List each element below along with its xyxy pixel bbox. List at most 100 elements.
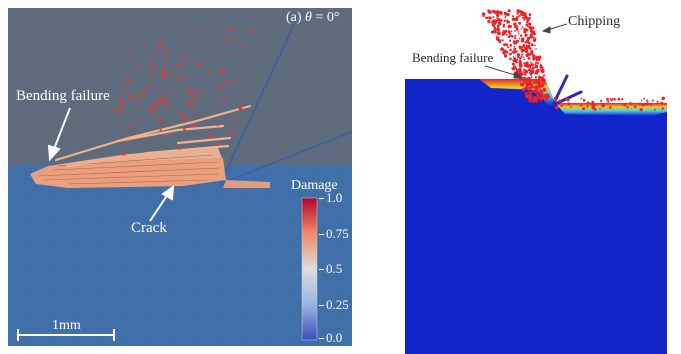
particle: [534, 56, 538, 60]
particle: [545, 97, 547, 100]
particle: [165, 49, 169, 52]
particle: [537, 80, 540, 83]
particle: [118, 98, 122, 103]
particle: [128, 80, 131, 84]
particle: [498, 22, 502, 26]
particle: [524, 69, 529, 74]
particle: [523, 62, 526, 65]
particle: [623, 103, 627, 107]
particle: [555, 106, 559, 110]
particle: [522, 82, 525, 85]
particle: [640, 99, 643, 102]
particle: [502, 25, 505, 28]
particle: [162, 75, 166, 79]
particle: [520, 39, 524, 43]
particle: [512, 15, 515, 18]
particle: [504, 13, 507, 16]
particle: [527, 82, 531, 86]
particle: [528, 13, 532, 16]
particle: [601, 104, 605, 108]
particle: [223, 36, 227, 40]
particle: [497, 18, 501, 22]
particle: [506, 12, 510, 17]
particle: [553, 96, 557, 100]
particle: [185, 75, 188, 78]
particle: [493, 19, 497, 23]
particle: [492, 19, 495, 22]
particle: [540, 84, 544, 88]
particle: [534, 80, 538, 84]
particle: [149, 106, 154, 111]
particle: [538, 81, 541, 85]
particle: [524, 41, 527, 44]
particle: [155, 103, 158, 106]
particle: [546, 93, 550, 97]
particle: [121, 102, 125, 106]
particle: [165, 125, 168, 127]
particle: [522, 85, 525, 87]
particle: [523, 87, 526, 90]
particle: [518, 21, 522, 25]
particle: [529, 67, 532, 69]
particle: [543, 74, 546, 77]
particle: [524, 29, 526, 31]
particle: [515, 39, 520, 43]
particle: [528, 22, 532, 26]
particle: [191, 105, 195, 109]
particle: [609, 106, 612, 109]
particle: [189, 90, 194, 94]
particle: [168, 90, 171, 94]
particle: [524, 86, 529, 90]
particle: [655, 103, 658, 105]
particle: [233, 117, 236, 121]
particle: [136, 132, 139, 135]
particle: [530, 76, 533, 78]
bending-failure-arrow: [53, 107, 71, 150]
particle: [535, 48, 537, 50]
particle: [560, 105, 563, 107]
particle: [516, 55, 520, 58]
particle: [542, 89, 546, 92]
particle: [535, 93, 540, 97]
particle: [645, 102, 649, 106]
particle: [515, 27, 519, 31]
particle: [151, 65, 156, 70]
workpiece-mesh: [405, 79, 667, 354]
particle: [586, 101, 590, 105]
particle: [230, 54, 233, 57]
particle: [222, 99, 226, 102]
particle: [516, 25, 519, 28]
particle: [150, 83, 153, 86]
panel-title: (a) θ = 0°: [286, 10, 339, 26]
particle: [534, 37, 537, 40]
particle: [599, 108, 601, 110]
particle: [517, 16, 520, 18]
particle: [502, 30, 505, 32]
particle: [510, 34, 514, 38]
chipping-label: Chipping: [568, 14, 621, 29]
particle: [539, 64, 543, 68]
particle: [216, 123, 219, 127]
particle: [646, 99, 649, 102]
particle: [513, 22, 517, 26]
particle: [515, 50, 518, 53]
particle: [524, 50, 528, 53]
colorbar-tick-05: 0.5: [318, 261, 343, 276]
particle: [130, 94, 132, 97]
particle: [530, 97, 533, 100]
particle: [201, 29, 204, 32]
particle: [504, 16, 507, 19]
particle: [179, 147, 182, 150]
particle: [593, 103, 597, 107]
particle: [522, 44, 525, 47]
particle: [179, 56, 183, 59]
scale-bar-label: 1mm: [52, 318, 81, 333]
particle: [523, 68, 526, 71]
particle: [534, 44, 536, 47]
particle: [525, 44, 528, 47]
particle: [511, 17, 516, 21]
particle: [159, 129, 162, 132]
particle: [539, 67, 542, 69]
particle: [505, 43, 509, 47]
particle: [607, 100, 610, 103]
